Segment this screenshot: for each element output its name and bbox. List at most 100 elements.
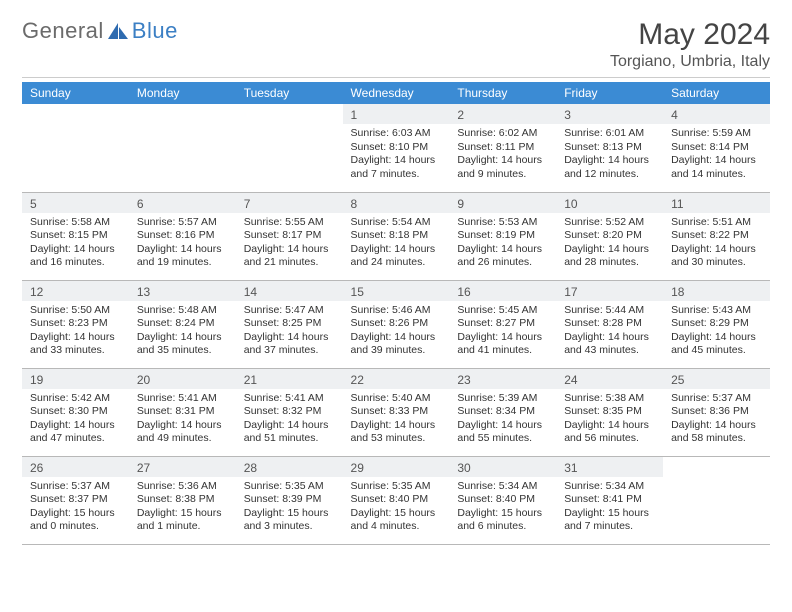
calendar-cell: 27Sunrise: 5:36 AMSunset: 8:38 PMDayligh… <box>129 456 236 544</box>
sunset-text: Sunset: 8:14 PM <box>671 141 762 155</box>
day-details: Sunrise: 5:52 AMSunset: 8:20 PMDaylight:… <box>556 213 663 277</box>
calendar-cell: 16Sunrise: 5:45 AMSunset: 8:27 PMDayligh… <box>449 280 556 368</box>
day-header: Saturday <box>663 82 770 104</box>
day-header: Thursday <box>449 82 556 104</box>
day-details: Sunrise: 5:55 AMSunset: 8:17 PMDaylight:… <box>236 213 343 277</box>
day-number: 11 <box>663 193 770 213</box>
sunrise-text: Sunrise: 5:36 AM <box>137 480 228 494</box>
daylight-text: Daylight: 15 hours and 6 minutes. <box>457 507 548 534</box>
day-number: 26 <box>22 457 129 477</box>
daylight-text: Daylight: 14 hours and 16 minutes. <box>30 243 121 270</box>
day-details: Sunrise: 5:48 AMSunset: 8:24 PMDaylight:… <box>129 301 236 365</box>
day-details: Sunrise: 5:44 AMSunset: 8:28 PMDaylight:… <box>556 301 663 365</box>
sunrise-text: Sunrise: 5:40 AM <box>351 392 442 406</box>
calendar-cell: 13Sunrise: 5:48 AMSunset: 8:24 PMDayligh… <box>129 280 236 368</box>
day-number: 12 <box>22 281 129 301</box>
sunrise-text: Sunrise: 5:53 AM <box>457 216 548 230</box>
day-number: 28 <box>236 457 343 477</box>
daylight-text: Daylight: 14 hours and 53 minutes. <box>351 419 442 446</box>
calendar-cell <box>663 456 770 544</box>
calendar-cell: 4Sunrise: 5:59 AMSunset: 8:14 PMDaylight… <box>663 104 770 192</box>
calendar-cell: 2Sunrise: 6:02 AMSunset: 8:11 PMDaylight… <box>449 104 556 192</box>
sunset-text: Sunset: 8:30 PM <box>30 405 121 419</box>
sunset-text: Sunset: 8:19 PM <box>457 229 548 243</box>
sunset-text: Sunset: 8:32 PM <box>244 405 335 419</box>
sunset-text: Sunset: 8:40 PM <box>457 493 548 507</box>
sunset-text: Sunset: 8:28 PM <box>564 317 655 331</box>
sunrise-text: Sunrise: 6:01 AM <box>564 127 655 141</box>
sunrise-text: Sunrise: 5:59 AM <box>671 127 762 141</box>
day-number: 21 <box>236 369 343 389</box>
day-details: Sunrise: 5:35 AMSunset: 8:39 PMDaylight:… <box>236 477 343 541</box>
day-number: 25 <box>663 369 770 389</box>
sunset-text: Sunset: 8:23 PM <box>30 317 121 331</box>
calendar-cell: 19Sunrise: 5:42 AMSunset: 8:30 PMDayligh… <box>22 368 129 456</box>
day-details: Sunrise: 5:58 AMSunset: 8:15 PMDaylight:… <box>22 213 129 277</box>
day-details: Sunrise: 5:59 AMSunset: 8:14 PMDaylight:… <box>663 124 770 188</box>
sunrise-text: Sunrise: 6:02 AM <box>457 127 548 141</box>
day-details: Sunrise: 5:45 AMSunset: 8:27 PMDaylight:… <box>449 301 556 365</box>
day-details: Sunrise: 5:37 AMSunset: 8:36 PMDaylight:… <box>663 389 770 453</box>
day-details: Sunrise: 5:43 AMSunset: 8:29 PMDaylight:… <box>663 301 770 365</box>
day-details: Sunrise: 5:34 AMSunset: 8:40 PMDaylight:… <box>449 477 556 541</box>
calendar-cell <box>236 104 343 192</box>
day-header: Wednesday <box>343 82 450 104</box>
sunset-text: Sunset: 8:33 PM <box>351 405 442 419</box>
sunset-text: Sunset: 8:20 PM <box>564 229 655 243</box>
day-number: 13 <box>129 281 236 301</box>
calendar-cell: 30Sunrise: 5:34 AMSunset: 8:40 PMDayligh… <box>449 456 556 544</box>
sunrise-text: Sunrise: 5:44 AM <box>564 304 655 318</box>
sunrise-text: Sunrise: 5:38 AM <box>564 392 655 406</box>
calendar-cell: 3Sunrise: 6:01 AMSunset: 8:13 PMDaylight… <box>556 104 663 192</box>
sunset-text: Sunset: 8:10 PM <box>351 141 442 155</box>
brand-right: Blue <box>132 18 178 44</box>
calendar-cell: 8Sunrise: 5:54 AMSunset: 8:18 PMDaylight… <box>343 192 450 280</box>
day-number: 20 <box>129 369 236 389</box>
calendar-cell: 23Sunrise: 5:39 AMSunset: 8:34 PMDayligh… <box>449 368 556 456</box>
day-details: Sunrise: 5:42 AMSunset: 8:30 PMDaylight:… <box>22 389 129 453</box>
sunset-text: Sunset: 8:34 PM <box>457 405 548 419</box>
day-header: Monday <box>129 82 236 104</box>
calendar-cell: 25Sunrise: 5:37 AMSunset: 8:36 PMDayligh… <box>663 368 770 456</box>
day-number: 14 <box>236 281 343 301</box>
day-number: 7 <box>236 193 343 213</box>
month-title: May 2024 <box>610 18 770 51</box>
daylight-text: Daylight: 15 hours and 0 minutes. <box>30 507 121 534</box>
sunrise-text: Sunrise: 5:46 AM <box>351 304 442 318</box>
calendar-row: 1Sunrise: 6:03 AMSunset: 8:10 PMDaylight… <box>22 104 770 192</box>
calendar-cell <box>129 104 236 192</box>
sunrise-text: Sunrise: 5:51 AM <box>671 216 762 230</box>
daylight-text: Daylight: 14 hours and 12 minutes. <box>564 154 655 181</box>
sunrise-text: Sunrise: 5:42 AM <box>30 392 121 406</box>
calendar-cell: 9Sunrise: 5:53 AMSunset: 8:19 PMDaylight… <box>449 192 556 280</box>
sunrise-text: Sunrise: 5:58 AM <box>30 216 121 230</box>
daylight-text: Daylight: 14 hours and 58 minutes. <box>671 419 762 446</box>
day-number: 19 <box>22 369 129 389</box>
sunrise-text: Sunrise: 5:48 AM <box>137 304 228 318</box>
sunset-text: Sunset: 8:22 PM <box>671 229 762 243</box>
daylight-text: Daylight: 15 hours and 4 minutes. <box>351 507 442 534</box>
day-details: Sunrise: 5:38 AMSunset: 8:35 PMDaylight:… <box>556 389 663 453</box>
sunrise-text: Sunrise: 5:41 AM <box>244 392 335 406</box>
brand-left: General <box>22 18 104 44</box>
calendar-cell: 1Sunrise: 6:03 AMSunset: 8:10 PMDaylight… <box>343 104 450 192</box>
calendar-cell: 10Sunrise: 5:52 AMSunset: 8:20 PMDayligh… <box>556 192 663 280</box>
sunrise-text: Sunrise: 5:50 AM <box>30 304 121 318</box>
calendar-cell: 18Sunrise: 5:43 AMSunset: 8:29 PMDayligh… <box>663 280 770 368</box>
daylight-text: Daylight: 14 hours and 30 minutes. <box>671 243 762 270</box>
sunrise-text: Sunrise: 5:37 AM <box>671 392 762 406</box>
day-number: 2 <box>449 104 556 124</box>
sunrise-text: Sunrise: 5:35 AM <box>244 480 335 494</box>
daylight-text: Daylight: 14 hours and 49 minutes. <box>137 419 228 446</box>
sunset-text: Sunset: 8:18 PM <box>351 229 442 243</box>
calendar-cell: 22Sunrise: 5:40 AMSunset: 8:33 PMDayligh… <box>343 368 450 456</box>
sunrise-text: Sunrise: 5:34 AM <box>564 480 655 494</box>
daylight-text: Daylight: 14 hours and 47 minutes. <box>30 419 121 446</box>
sunset-text: Sunset: 8:26 PM <box>351 317 442 331</box>
sunset-text: Sunset: 8:36 PM <box>671 405 762 419</box>
daylight-text: Daylight: 14 hours and 14 minutes. <box>671 154 762 181</box>
daylight-text: Daylight: 14 hours and 9 minutes. <box>457 154 548 181</box>
sunset-text: Sunset: 8:38 PM <box>137 493 228 507</box>
day-number: 31 <box>556 457 663 477</box>
day-details: Sunrise: 5:53 AMSunset: 8:19 PMDaylight:… <box>449 213 556 277</box>
